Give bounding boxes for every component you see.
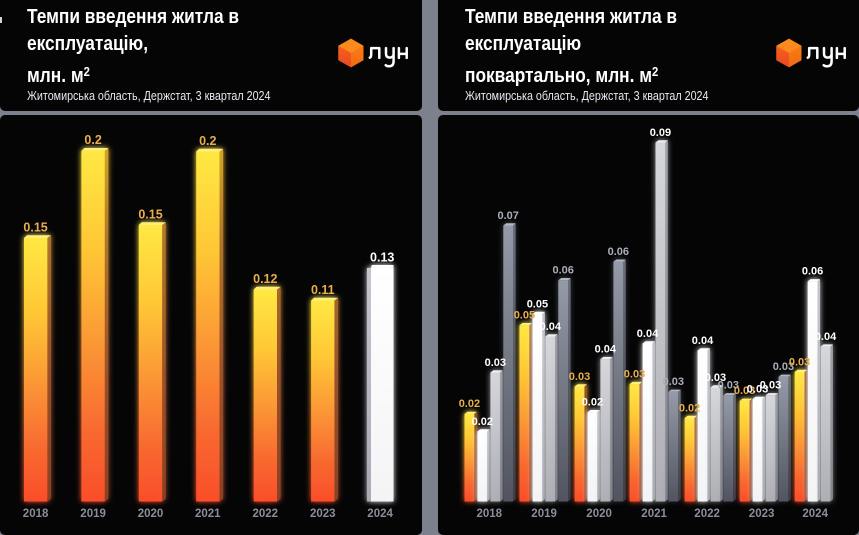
- svg-text:2018: 2018: [477, 508, 503, 520]
- svg-text:2022: 2022: [694, 508, 720, 520]
- svg-text:0.06: 0.06: [608, 246, 629, 258]
- svg-text:2022: 2022: [253, 508, 279, 520]
- svg-text:2024: 2024: [802, 508, 828, 520]
- svg-text:0.02: 0.02: [459, 398, 480, 410]
- svg-text:0.04: 0.04: [595, 343, 617, 355]
- svg-text:0.06: 0.06: [802, 265, 823, 277]
- svg-text:2021: 2021: [195, 508, 221, 520]
- svg-text:0.03: 0.03: [718, 379, 739, 391]
- svg-text:0.02: 0.02: [472, 415, 493, 427]
- svg-text:0.04: 0.04: [692, 334, 714, 346]
- svg-text:0.02: 0.02: [582, 396, 603, 408]
- svg-text:0.04: 0.04: [637, 327, 659, 339]
- svg-text:0.09: 0.09: [650, 126, 671, 138]
- svg-text:0.04: 0.04: [540, 320, 562, 332]
- svg-text:0.2: 0.2: [84, 133, 101, 147]
- svg-text:2019: 2019: [531, 508, 557, 520]
- svg-text:0.03: 0.03: [624, 368, 645, 380]
- svg-text:0.03: 0.03: [789, 356, 810, 368]
- svg-text:2024: 2024: [367, 508, 393, 520]
- svg-text:0.03: 0.03: [485, 356, 506, 368]
- svg-text:0.12: 0.12: [253, 271, 277, 285]
- svg-text:0.03: 0.03: [760, 379, 781, 391]
- svg-text:0.05: 0.05: [514, 309, 535, 321]
- svg-text:0.03: 0.03: [663, 376, 684, 388]
- svg-text:0.15: 0.15: [23, 220, 47, 234]
- svg-text:0.2: 0.2: [199, 133, 216, 147]
- svg-text:0.07: 0.07: [497, 209, 518, 221]
- svg-text:0.03: 0.03: [747, 383, 768, 395]
- svg-text:2023: 2023: [310, 508, 336, 520]
- svg-text:2023: 2023: [749, 508, 775, 520]
- svg-text:0.03: 0.03: [705, 371, 726, 383]
- svg-text:0.03: 0.03: [773, 361, 794, 373]
- svg-text:2018: 2018: [23, 508, 49, 520]
- svg-text:2020: 2020: [138, 508, 164, 520]
- svg-text:2020: 2020: [586, 508, 612, 520]
- svg-text:0.06: 0.06: [552, 264, 573, 276]
- svg-text:0.15: 0.15: [138, 207, 162, 221]
- svg-text:0.02: 0.02: [679, 402, 700, 414]
- svg-text:0.03: 0.03: [734, 385, 755, 397]
- svg-text:2021: 2021: [641, 508, 667, 520]
- svg-text:0.13: 0.13: [370, 250, 394, 264]
- svg-text:0.03: 0.03: [569, 370, 590, 382]
- svg-text:0.04: 0.04: [815, 330, 837, 342]
- svg-text:0.11: 0.11: [311, 282, 335, 296]
- svg-text:2019: 2019: [80, 508, 106, 520]
- svg-text:0.05: 0.05: [527, 298, 548, 310]
